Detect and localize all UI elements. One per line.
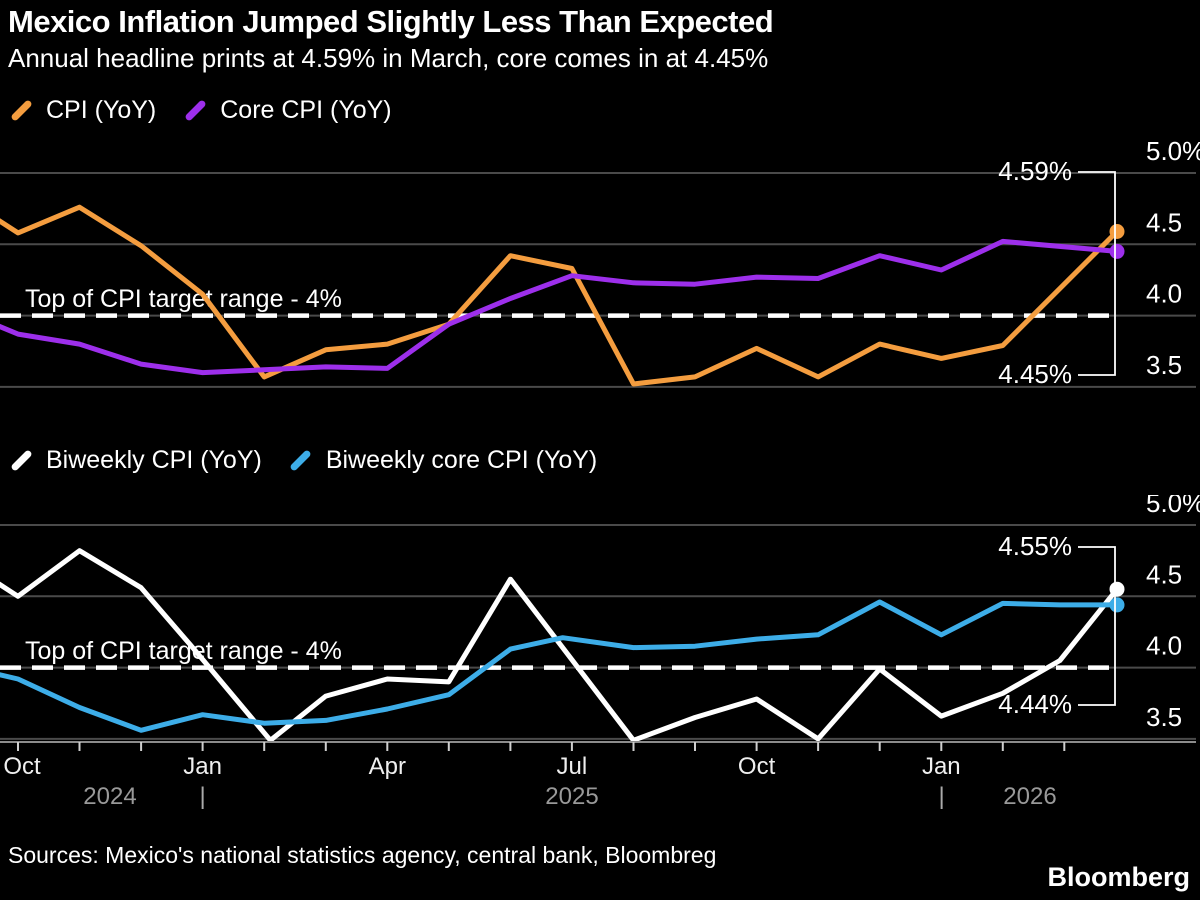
biweekly-core-cpi-slash-icon xyxy=(288,448,314,472)
year-label: 2026 xyxy=(1003,783,1056,810)
year-divider: | xyxy=(938,783,944,810)
source-note: Sources: Mexico's national statistics ag… xyxy=(8,842,717,868)
legend-item-biweekly-core-cpi: Biweekly core CPI (YoY) xyxy=(288,446,597,475)
legend-bottom-chart: Biweekly CPI (YoY) Biweekly core CPI (Yo… xyxy=(8,444,597,476)
y-tick-label: 3.5 xyxy=(1146,702,1182,732)
target-line-label-bottom: Top of CPI target range - 4% xyxy=(25,637,342,665)
biweekly-cpi-endpoint-dot xyxy=(1109,581,1125,597)
biweekly-core-cpi-endpoint-dot xyxy=(1109,597,1125,613)
biweekly-core-cpi-line xyxy=(0,599,1120,733)
y-tick-label: 5.0% xyxy=(1146,140,1200,166)
legend-label-core-cpi-yoy: Core CPI (YoY) xyxy=(220,95,392,124)
endpoint-bracket-bottom xyxy=(1078,546,1116,706)
annotation-biweekly-cpi-end: 4.55% xyxy=(998,531,1072,561)
legend-item-core-cpi-yoy: Core CPI (YoY) xyxy=(182,95,392,125)
x-axis-ticks xyxy=(17,742,1066,751)
cpi-line xyxy=(0,204,1120,387)
legend-item-cpi-yoy: CPI (YoY) xyxy=(8,96,156,125)
core-cpi-slash-icon xyxy=(182,98,208,122)
y-axis-labels-top: 5.0% 4.5 4.0 3.5 xyxy=(1146,140,1200,380)
legend-label-biweekly-cpi: Biweekly CPI (YoY) xyxy=(46,445,262,474)
page-title: Mexico Inflation Jumped Slightly Less Th… xyxy=(8,4,774,39)
core-cpi-endpoint-dot xyxy=(1109,243,1125,259)
page-subtitle: Annual headline prints at 4.59% in March… xyxy=(8,43,769,73)
cpi-endpoint-dot xyxy=(1109,224,1125,239)
month-label: Jul xyxy=(557,753,588,780)
month-label: Jan xyxy=(922,753,961,780)
target-line-label-top: Top of CPI target range - 4% xyxy=(25,285,342,313)
x-axis-year-labels: 2024 2025 2026 | | xyxy=(83,783,1056,810)
month-label: Jan xyxy=(183,753,222,780)
year-label: 2024 xyxy=(83,783,136,810)
annotation-biweekly-core-end: 4.44% xyxy=(998,689,1072,719)
legend-label-cpi-yoy: CPI (YoY) xyxy=(46,95,157,124)
month-label: Oct xyxy=(738,753,776,780)
biweekly-cpi-slash-icon xyxy=(8,448,34,472)
annotation-core-cpi-end: 4.45% xyxy=(998,359,1072,389)
y-tick-label: 4.5 xyxy=(1146,207,1182,237)
chart-cpi-yoy: 5.0% 4.5 4.0 3.5 Top of CPI target range… xyxy=(0,140,1200,389)
x-axis-month-labels: Oct Jan Apr Jul Oct Jan xyxy=(3,753,960,780)
legend-label-biweekly-core-cpi: Biweekly core CPI (YoY) xyxy=(325,445,598,474)
year-divider: | xyxy=(199,783,205,810)
cpi-slash-icon xyxy=(8,98,34,122)
legend-item-biweekly-cpi: Biweekly CPI (YoY) xyxy=(8,446,262,475)
bloomberg-logo: Bloomberg xyxy=(1047,862,1190,892)
y-tick-label: 4.5 xyxy=(1146,559,1182,589)
legend-top-chart: CPI (YoY) Core CPI (YoY) xyxy=(8,94,392,126)
biweekly-cpi-line xyxy=(0,548,1120,743)
y-tick-label: 4.0 xyxy=(1146,279,1182,309)
core-cpi-line xyxy=(0,238,1120,376)
year-label: 2025 xyxy=(545,783,598,810)
endpoint-bracket-top xyxy=(1078,171,1116,376)
y-tick-label: 3.5 xyxy=(1146,350,1182,380)
y-tick-label: 5.0% xyxy=(1146,495,1200,518)
chart-biweekly-cpi: 5.0% 4.5 4.0 3.5 Top of CPI target range… xyxy=(0,495,1200,810)
annotation-cpi-end: 4.59% xyxy=(998,156,1072,186)
month-label: Oct xyxy=(3,753,41,780)
y-tick-label: 4.0 xyxy=(1146,631,1182,661)
month-label: Apr xyxy=(369,753,406,780)
y-axis-labels-bottom: 5.0% 4.5 4.0 3.5 xyxy=(1146,495,1200,732)
